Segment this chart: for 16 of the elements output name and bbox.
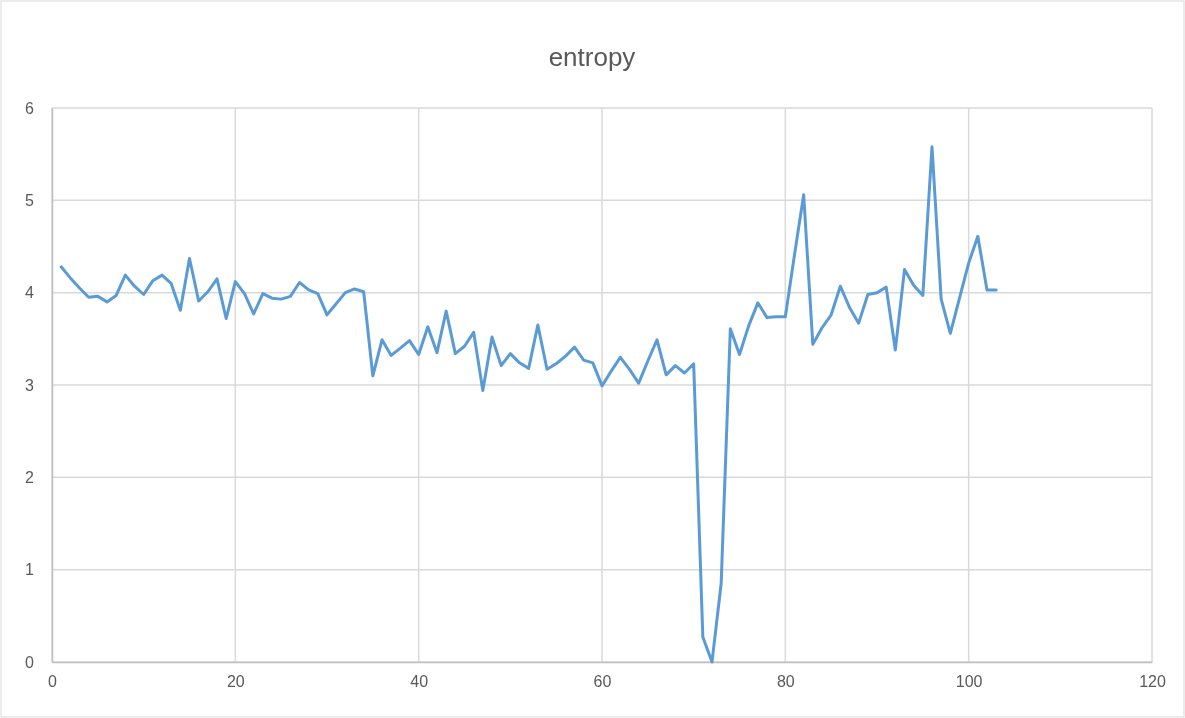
chart-title: entropy bbox=[548, 42, 636, 72]
y-tick-label: 4 bbox=[25, 284, 35, 302]
x-tick-label: 120 bbox=[1139, 673, 1166, 691]
y-tick-label: 3 bbox=[25, 376, 35, 394]
y-tick-label: 5 bbox=[25, 191, 35, 209]
line-series bbox=[59, 145, 998, 664]
x-tick-label: 80 bbox=[776, 673, 795, 691]
x-tick-label: 60 bbox=[593, 673, 612, 691]
y-tick-label: 6 bbox=[25, 99, 35, 117]
y-tick-label: 2 bbox=[25, 468, 35, 486]
y-tick-label: 0 bbox=[25, 653, 35, 671]
x-tick-label: 40 bbox=[410, 673, 429, 691]
x-tick-label: 100 bbox=[955, 673, 983, 691]
x-tick-label: 20 bbox=[226, 673, 245, 691]
x-tick-label: 0 bbox=[48, 673, 58, 691]
y-tick-label: 1 bbox=[25, 561, 35, 579]
